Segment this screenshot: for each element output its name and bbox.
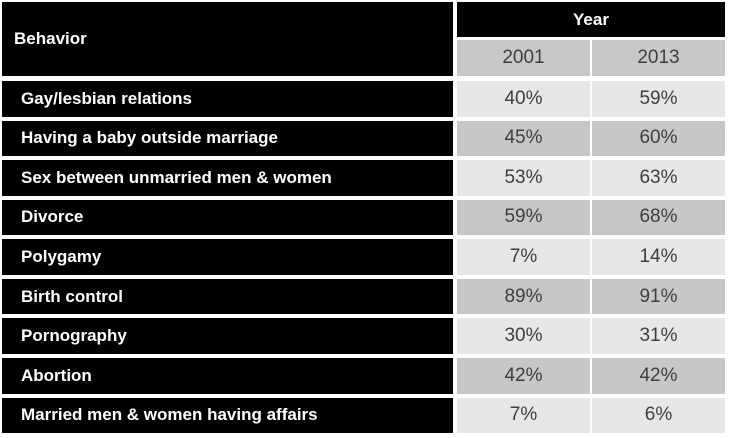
year-columns-row: 2001 2013 [457,40,725,76]
value-cell-2013: 31% [592,318,725,354]
table-row: Pornography 30% 31% [2,318,725,354]
table-row: Polygamy 7% 14% [2,239,725,275]
value-cell-2001: 30% [457,318,590,354]
value-cell-2001: 42% [457,357,590,394]
table-header-row: Behavior Year 2001 2013 [2,2,725,76]
value-cell-2001: 40% [457,81,590,117]
value-cell-2001: 53% [457,160,590,196]
table-body: Gay/lesbian relations 40% 59% Having a b… [2,81,725,434]
row-label: Sex between unmarried men & women [2,160,453,196]
year-header-block: Year 2001 2013 [457,2,725,76]
value-cell-2001: 45% [457,120,590,157]
value-cell-2013: 60% [592,120,725,157]
value-cell-2001: 59% [457,199,590,236]
year-group-header-cell: Year [457,2,725,37]
value-cell-2013: 59% [592,81,725,117]
table-row: Abortion 42% 42% [2,357,725,394]
year-column-header-2001: 2001 [457,40,590,76]
table-row: Gay/lesbian relations 40% 59% [2,81,725,117]
table-row: Having a baby outside marriage 45% 60% [2,120,725,157]
table-row: Divorce 59% 68% [2,199,725,236]
row-label: Having a baby outside marriage [2,120,453,157]
value-cell-2013: 91% [592,278,725,315]
value-cell-2013: 42% [592,357,725,394]
value-cell-2013: 63% [592,160,725,196]
value-cell-2013: 6% [592,397,725,434]
value-cell-2001: 89% [457,278,590,315]
behavior-year-table: Behavior Year 2001 2013 Gay/lesbian rela… [2,2,725,434]
row-label: Gay/lesbian relations [2,81,453,117]
value-cell-2001: 7% [457,239,590,275]
value-cell-2013: 68% [592,199,725,236]
value-cell-2013: 14% [592,239,725,275]
behavior-header-cell: Behavior [2,2,453,76]
value-cell-2001: 7% [457,397,590,434]
table-row: Sex between unmarried men & women 53% 63… [2,160,725,196]
table-row: Birth control 89% 91% [2,278,725,315]
row-label: Birth control [2,278,453,315]
row-label: Polygamy [2,239,453,275]
row-label: Pornography [2,318,453,354]
year-column-header-2013: 2013 [592,40,725,76]
row-label: Divorce [2,199,453,236]
row-label: Abortion [2,357,453,394]
row-label: Married men & women having affairs [2,397,453,434]
table-row: Married men & women having affairs 7% 6% [2,397,725,434]
